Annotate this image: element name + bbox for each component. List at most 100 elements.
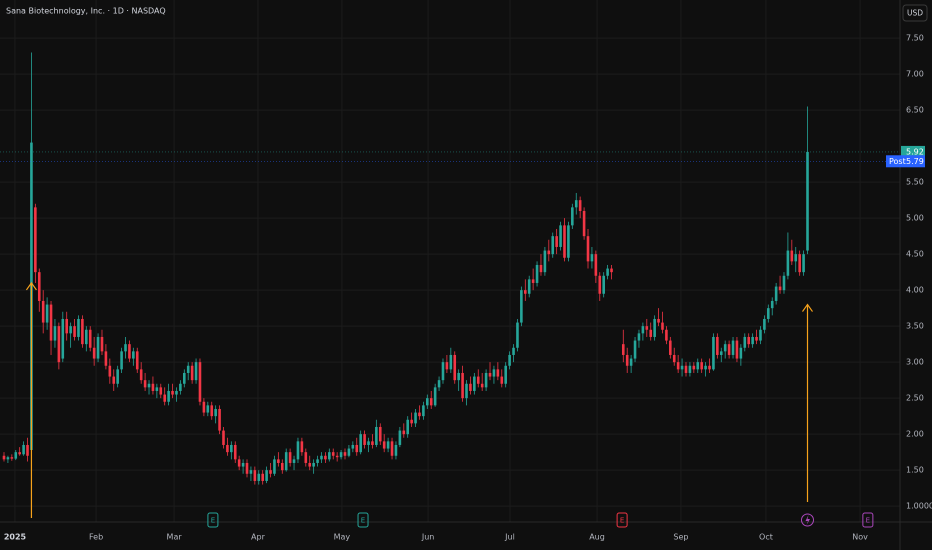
candle-body	[633, 340, 637, 359]
candle-body	[328, 452, 331, 460]
candle-body	[696, 362, 700, 370]
candle-body	[61, 318, 65, 359]
currency-label[interactable]: USD	[907, 9, 923, 18]
candle-body	[22, 444, 25, 455]
y-tick-label: 5.50	[906, 178, 924, 187]
candle-body	[112, 376, 116, 384]
candle-body	[69, 326, 72, 334]
y-tick-label: 4.00	[906, 286, 924, 295]
candle-body	[449, 354, 453, 370]
candle-body	[594, 254, 598, 276]
candle-body	[629, 358, 633, 366]
candle-body	[88, 329, 92, 348]
candle-body	[10, 457, 14, 459]
x-tick-label: 2025	[4, 533, 27, 542]
candle-body	[476, 376, 480, 384]
candle-body	[418, 412, 421, 417]
candle-body	[543, 250, 547, 273]
candle-body	[53, 326, 57, 341]
candle-body	[139, 369, 143, 381]
candle-body	[375, 426, 378, 445]
candle-body	[708, 365, 711, 370]
candle-body	[147, 383, 151, 388]
candle-body	[277, 459, 280, 463]
candle-body	[641, 326, 645, 334]
candle-body	[798, 254, 801, 273]
candle-body	[230, 444, 233, 453]
candle-body	[100, 336, 104, 352]
candle-body	[222, 430, 225, 445]
event-marker	[207, 512, 219, 528]
candle-body	[704, 365, 707, 370]
event-label: E	[866, 517, 870, 525]
candle-body	[18, 452, 21, 455]
candle-body	[790, 250, 794, 262]
candle-body	[531, 279, 535, 283]
candle-body	[175, 390, 178, 395]
candle-body	[465, 383, 468, 399]
last-price-tag	[901, 145, 925, 158]
candle-body	[269, 470, 272, 474]
candle-body	[85, 329, 88, 345]
candle-body	[586, 236, 590, 262]
candle-body	[429, 398, 433, 406]
candle-body	[355, 444, 359, 453]
grid	[0, 0, 900, 522]
candle-body	[755, 336, 758, 341]
y-tick-label: 3.00	[906, 358, 924, 367]
candle-body	[665, 329, 668, 341]
candle-body	[727, 344, 731, 355]
candle-body	[712, 336, 715, 370]
candle-body	[445, 362, 449, 370]
candle-body	[351, 444, 355, 449]
candle-body	[6, 457, 10, 460]
x-tick-label: May	[334, 533, 351, 542]
candle-body	[523, 290, 527, 294]
candle-body	[261, 473, 264, 481]
candle-body	[312, 462, 315, 467]
candle-body	[598, 275, 602, 294]
post-label: Post	[889, 157, 906, 166]
candle-body	[672, 354, 676, 363]
candle-body	[120, 351, 123, 370]
candle-body	[186, 365, 190, 373]
event-marker	[862, 512, 874, 528]
candle-body	[265, 470, 268, 481]
candle-body	[723, 344, 727, 352]
candle-body	[649, 329, 653, 337]
candle-body	[410, 419, 413, 424]
candle-body	[778, 286, 782, 291]
candle-body	[461, 372, 464, 399]
candle-body	[731, 340, 735, 355]
candle-body	[81, 318, 84, 345]
candle-body	[602, 275, 605, 294]
currency-button[interactable]	[902, 4, 928, 22]
candle-body	[547, 250, 551, 255]
candle-body	[245, 462, 249, 474]
candle-body	[539, 264, 543, 273]
candle-body	[182, 372, 186, 384]
y-tick-label: 2.50	[906, 394, 924, 403]
candle-body	[304, 452, 308, 463]
candle-body	[700, 362, 703, 370]
candle-body	[684, 365, 688, 373]
y-tick-label: 7.00	[906, 70, 924, 79]
x-tick-label: Jun	[421, 533, 435, 542]
candle-body	[500, 376, 504, 384]
candle-body	[527, 279, 531, 294]
candle-body	[273, 459, 276, 474]
arrow-head	[25, 281, 37, 291]
candle-body	[34, 207, 37, 273]
candle-body	[441, 362, 445, 381]
candle-body	[14, 452, 18, 459]
candle-body	[590, 254, 594, 262]
candle-body	[241, 462, 245, 467]
candle-body	[645, 326, 649, 330]
candle-body	[437, 380, 441, 388]
candle-body	[661, 322, 664, 330]
candle-body	[249, 470, 253, 474]
candle-body	[194, 362, 198, 381]
candle-body	[41, 300, 45, 323]
candle-body	[516, 322, 519, 348]
candle-body	[563, 225, 566, 258]
